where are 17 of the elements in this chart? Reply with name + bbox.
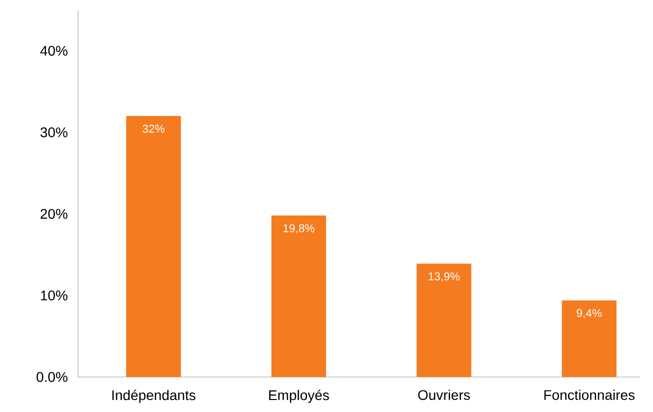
bar <box>416 264 472 377</box>
y-tick-label: 0.0% <box>36 372 68 382</box>
data-label: 13,9% <box>428 272 460 282</box>
x-tick-label: Ouvriers <box>418 390 470 400</box>
y-tick-label: 20% <box>40 208 68 219</box>
bar <box>271 216 326 377</box>
data-label: 19,8% <box>284 224 314 234</box>
x-tick-label: Employés <box>269 390 329 403</box>
data-label: 9,4% <box>576 309 602 318</box>
y-tick-label: 30% <box>40 127 68 138</box>
bar <box>562 300 617 377</box>
x-tick-label: Indépendants <box>112 390 196 403</box>
x-tick-label: Fonctionnaires <box>544 390 635 400</box>
data-label: 32% <box>142 124 164 133</box>
y-tick-label: 40% <box>40 46 68 56</box>
y-tick-label: 10% <box>41 290 68 300</box>
bar <box>126 116 181 377</box>
